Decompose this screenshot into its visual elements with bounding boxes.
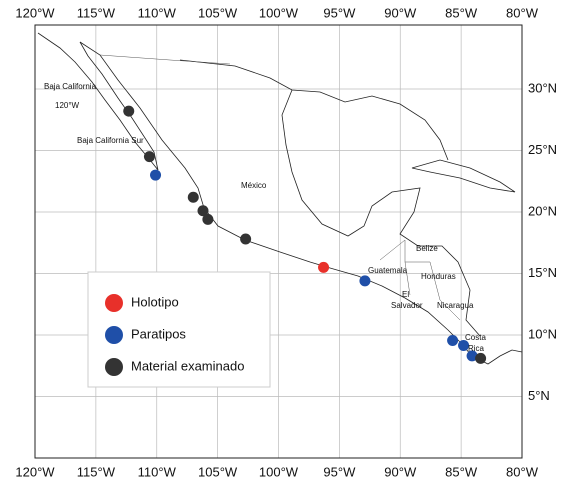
borders bbox=[99, 54, 461, 321]
legend-label: Paratipos bbox=[131, 326, 186, 341]
y-tick-label: 10°N bbox=[528, 326, 557, 341]
legend-swatch bbox=[105, 294, 123, 312]
place-label: Honduras bbox=[421, 272, 456, 281]
specimen-point bbox=[202, 213, 214, 225]
place-label: Nicaragua bbox=[437, 301, 474, 310]
x-tick-label-bottom: 105°W bbox=[198, 464, 238, 479]
specimen-point bbox=[187, 191, 199, 203]
x-tick-label-top: 100°W bbox=[259, 5, 299, 20]
legend-swatch bbox=[105, 358, 123, 376]
place-label: Baja California Sur bbox=[77, 136, 144, 145]
gulf-coast bbox=[179, 59, 481, 337]
x-tick-label-top: 120°W bbox=[15, 5, 55, 20]
x-tick-label-top: 90°W bbox=[384, 5, 417, 20]
specimen-point bbox=[475, 352, 487, 364]
x-tick-label-bottom: 90°W bbox=[384, 464, 417, 479]
x-tick-label-top: 110°W bbox=[138, 5, 177, 20]
y-tick-label: 15°N bbox=[528, 265, 557, 280]
place-label: Salvador bbox=[391, 301, 423, 310]
baja-peninsula bbox=[37, 32, 159, 171]
legend-label: Holotipo bbox=[131, 294, 179, 309]
place-label: Rica bbox=[468, 344, 485, 353]
x-tick-label-bottom: 115°W bbox=[77, 464, 116, 479]
place-label: Belize bbox=[416, 244, 438, 253]
specimen-point bbox=[197, 205, 209, 217]
y-tick-label: 25°N bbox=[528, 142, 557, 157]
legend-swatch bbox=[105, 326, 123, 344]
x-tick-label-top: 95°W bbox=[323, 5, 356, 20]
specimen-point bbox=[466, 350, 478, 362]
specimen-point bbox=[123, 105, 135, 117]
place-label: Costa bbox=[465, 333, 486, 342]
place-label: El bbox=[402, 290, 409, 299]
specimen-point bbox=[240, 233, 252, 245]
specimen-point bbox=[318, 261, 330, 273]
place-label: México bbox=[241, 181, 267, 190]
y-tick-label: 5°N bbox=[528, 388, 550, 403]
place-label: Guatemala bbox=[368, 266, 408, 275]
x-tick-label-bottom: 85°W bbox=[445, 464, 478, 479]
x-tick-label-bottom: 80°W bbox=[506, 464, 539, 479]
cuba bbox=[411, 159, 516, 193]
x-tick-label-bottom: 95°W bbox=[323, 464, 356, 479]
x-tick-label-top: 105°W bbox=[198, 5, 238, 20]
specimen-point bbox=[359, 275, 371, 287]
specimen-point bbox=[150, 169, 162, 181]
specimen-point bbox=[458, 339, 470, 351]
x-tick-label-bottom: 100°W bbox=[259, 464, 299, 479]
y-tick-label: 30°N bbox=[528, 80, 557, 95]
x-tick-label-top: 80°W bbox=[506, 5, 539, 20]
map-frame bbox=[34, 24, 523, 459]
place-label: Baja California bbox=[44, 82, 97, 91]
specimen-point bbox=[143, 151, 155, 163]
legend-label: Material examinado bbox=[131, 358, 244, 373]
x-tick-label-top: 115°W bbox=[77, 5, 116, 20]
x-tick-label-bottom: 120°W bbox=[15, 464, 55, 479]
x-tick-label-bottom: 110°W bbox=[138, 464, 177, 479]
x-tick-label-top: 85°W bbox=[445, 5, 478, 20]
y-tick-label: 20°N bbox=[528, 203, 557, 218]
place-label: 120°W bbox=[55, 101, 80, 110]
specimen-point bbox=[447, 335, 459, 347]
